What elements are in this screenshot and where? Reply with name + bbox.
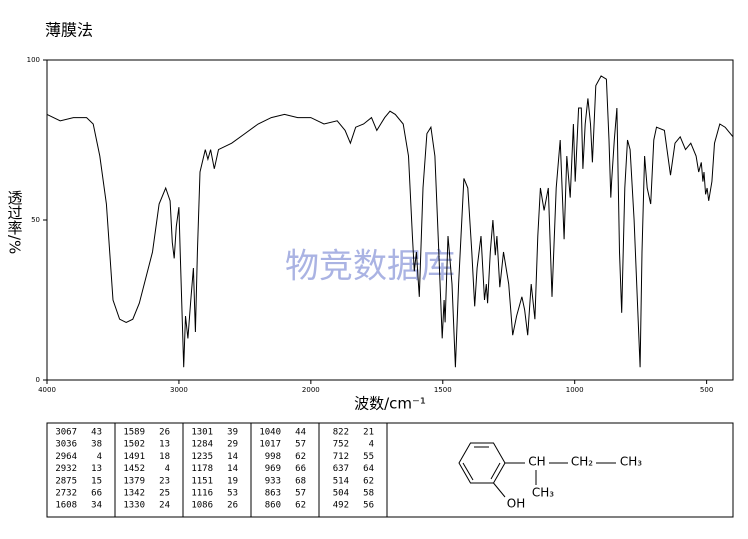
atom-label: CH₃: [620, 455, 642, 469]
peak-transmittance: 43: [91, 428, 102, 438]
peak-transmittance: 68: [295, 476, 306, 486]
peak-transmittance: 19: [227, 476, 238, 486]
atom-label: CH₂: [571, 455, 593, 469]
peak-transmittance: 4: [369, 440, 374, 450]
peak-transmittance: 66: [295, 464, 306, 474]
peak-wavenumber: 492: [333, 501, 349, 511]
peak-wavenumber: 1589: [123, 428, 145, 438]
peak-transmittance: 13: [159, 440, 170, 450]
peak-wavenumber: 2964: [55, 452, 77, 462]
atom-label: CH₃: [532, 486, 554, 500]
x-tick-label: 500: [700, 386, 713, 394]
x-tick-label: 1000: [566, 386, 584, 394]
peak-wavenumber: 1379: [123, 476, 145, 486]
peak-wavenumber: 2732: [55, 489, 77, 499]
peak-wavenumber: 1301: [191, 428, 213, 438]
peak-transmittance: 66: [91, 489, 102, 499]
peak-wavenumber: 822: [333, 428, 349, 438]
peak-transmittance: 29: [227, 440, 238, 450]
peak-transmittance: 15: [91, 476, 102, 486]
peak-wavenumber: 1116: [191, 489, 213, 499]
peak-transmittance: 57: [295, 489, 306, 499]
spectrum-line: [46, 75, 734, 368]
peak-wavenumber: 1017: [259, 440, 281, 450]
peak-wavenumber: 3036: [55, 440, 77, 450]
peak-wavenumber: 514: [333, 476, 349, 486]
peak-wavenumber: 2932: [55, 464, 77, 474]
peak-transmittance: 26: [227, 501, 238, 511]
double-bond: [462, 462, 474, 481]
chart-title: 薄膜法: [45, 21, 93, 40]
peak-wavenumber: 933: [265, 476, 281, 486]
peak-transmittance: 57: [295, 440, 306, 450]
atom-label: CH: [528, 455, 545, 469]
peak-transmittance: 4: [97, 452, 102, 462]
peak-transmittance: 58: [363, 489, 374, 499]
peak-wavenumber: 1040: [259, 428, 281, 438]
peak-transmittance: 14: [227, 464, 238, 474]
peak-transmittance: 44: [295, 428, 306, 438]
peak-wavenumber: 504: [333, 489, 349, 499]
bond: [493, 482, 506, 498]
peak-transmittance: 4: [165, 464, 170, 474]
peak-transmittance: 25: [159, 489, 170, 499]
peak-wavenumber: 1178: [191, 464, 213, 474]
peak-wavenumber: 1086: [191, 501, 213, 511]
peak-transmittance: 55: [363, 452, 374, 462]
x-tick-label: 3000: [170, 386, 188, 394]
peak-wavenumber: 1151: [191, 476, 213, 486]
y-tick-label: 0: [36, 376, 40, 384]
peak-transmittance: 62: [295, 501, 306, 511]
double-bond: [490, 462, 501, 480]
peak-wavenumber: 712: [333, 452, 349, 462]
table-frame: [46, 422, 734, 518]
peak-transmittance: 34: [91, 501, 102, 511]
peak-transmittance: 18: [159, 452, 170, 462]
peak-transmittance: 14: [227, 452, 238, 462]
peak-wavenumber: 998: [265, 452, 281, 462]
structure-bonds: [458, 442, 616, 498]
peak-wavenumber: 1284: [191, 440, 213, 450]
peak-wavenumber: 860: [265, 501, 281, 511]
peak-transmittance: 53: [227, 489, 238, 499]
peak-wavenumber: 3067: [55, 428, 77, 438]
x-tick-label: 2000: [302, 386, 320, 394]
peak-wavenumber: 969: [265, 464, 281, 474]
peak-wavenumber: 1502: [123, 440, 145, 450]
peak-transmittance: 56: [363, 501, 374, 511]
peak-wavenumber: 2875: [55, 476, 77, 486]
peak-wavenumber: 752: [333, 440, 349, 450]
peak-transmittance: 24: [159, 501, 170, 511]
peak-wavenumber: 1491: [123, 452, 145, 462]
peak-wavenumber: 1342: [123, 489, 145, 499]
peak-transmittance: 21: [363, 428, 374, 438]
peak-transmittance: 38: [91, 440, 102, 450]
peak-wavenumber: 1452: [123, 464, 145, 474]
atom-label: OH: [507, 497, 525, 511]
peak-transmittance: 26: [159, 428, 170, 438]
peak-transmittance: 13: [91, 464, 102, 474]
peak-wavenumber: 1235: [191, 452, 213, 462]
peak-transmittance: 64: [363, 464, 374, 474]
peak-transmittance: 23: [159, 476, 170, 486]
y-tick-label: 50: [31, 216, 40, 224]
watermark: 物竞数据库: [285, 247, 455, 287]
peak-wavenumber: 1330: [123, 501, 145, 511]
x-tick-label: 4000: [38, 386, 56, 394]
x-tick-label: 1500: [434, 386, 452, 394]
peak-transmittance: 62: [295, 452, 306, 462]
benzene-ring: [458, 442, 506, 484]
x-axis-label: 波数/cm⁻¹: [354, 395, 426, 413]
peak-transmittance: 39: [227, 428, 238, 438]
peak-wavenumber: 1608: [55, 501, 77, 511]
y-axis-label: 透过率/%: [6, 190, 24, 254]
peak-wavenumber: 637: [333, 464, 349, 474]
peak-transmittance: 62: [363, 476, 374, 486]
plot-frame: [46, 59, 734, 381]
peak-wavenumber: 863: [265, 489, 281, 499]
y-tick-label: 100: [27, 56, 40, 64]
